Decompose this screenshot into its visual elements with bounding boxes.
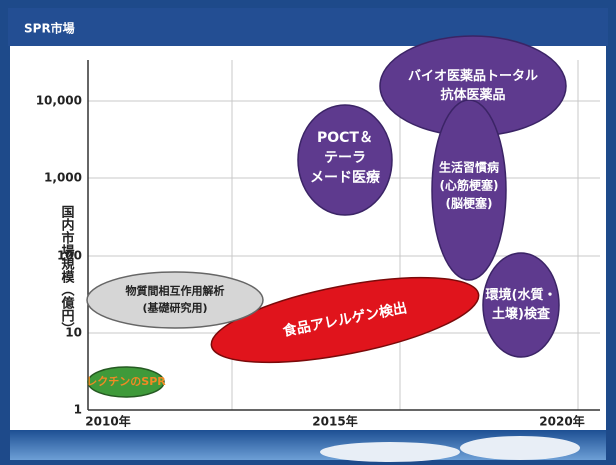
- y-tick-label: 10,000: [36, 94, 82, 108]
- y-tick-label: 1,000: [44, 171, 82, 185]
- header-title: SPR市場: [24, 21, 75, 36]
- regions: [86, 35, 567, 398]
- region-label: (基礎研究用): [142, 301, 207, 315]
- region-label: 生活習慣病: [439, 160, 499, 175]
- x-tick-label: 2015年: [312, 414, 357, 429]
- region-label: レクチンのSPR: [86, 375, 166, 388]
- cloud: [460, 436, 580, 460]
- region-label: テーラ: [324, 150, 366, 166]
- region: [482, 252, 560, 358]
- region-label: (心筋梗塞): [440, 178, 499, 193]
- region: [86, 271, 264, 329]
- region: [297, 104, 393, 216]
- y-tick-label: 100: [57, 249, 82, 263]
- header-bar: [8, 8, 608, 46]
- region-label: バイオ医薬品トータル: [408, 68, 538, 84]
- region-label: メード医療: [310, 169, 381, 186]
- region-label: 抗体医薬品: [440, 87, 505, 103]
- region-label: 土壌)検査: [492, 306, 551, 322]
- region-label: 物質間相互作用解析: [126, 284, 225, 298]
- x-tick-label: 2020年: [539, 414, 584, 429]
- region: [210, 276, 480, 364]
- region-label: POCT＆: [317, 130, 373, 146]
- y-tick-label: 1: [74, 403, 82, 417]
- x-tick-label: 2010年: [85, 414, 130, 429]
- region-label: (脳梗塞): [446, 196, 493, 211]
- y-tick-label: 10: [65, 326, 82, 340]
- cloud: [320, 442, 460, 462]
- region: [431, 99, 507, 281]
- region: [87, 366, 165, 398]
- region-label: 環境(水質・: [486, 287, 557, 303]
- y-axis-label: 国内市場規模（億円）: [59, 205, 76, 335]
